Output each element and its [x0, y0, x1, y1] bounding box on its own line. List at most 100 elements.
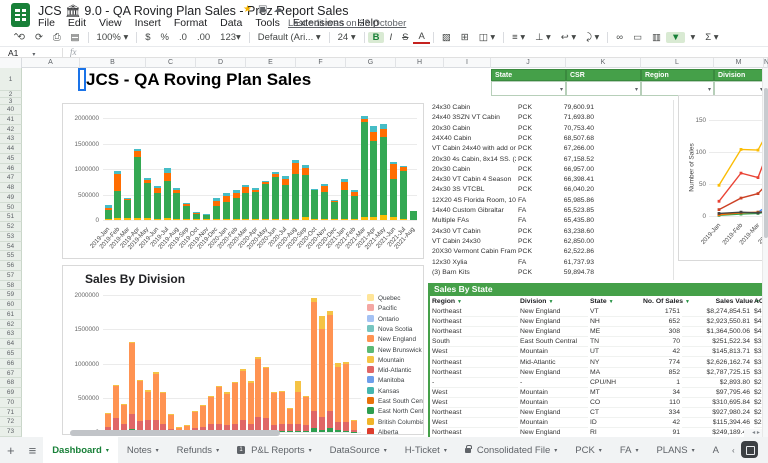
filter-triangle-icon[interactable]: ▼	[608, 299, 614, 305]
row-header-53[interactable]: 53	[0, 231, 22, 242]
tab-notes[interactable]: Notes ▾	[118, 437, 168, 463]
row-header-68[interactable]: 68	[0, 378, 22, 389]
row-header-49[interactable]: 49	[0, 192, 22, 203]
insert-chart-icon[interactable]: ▥	[652, 32, 662, 43]
scroll-arrows[interactable]: ◂ ▸	[744, 429, 768, 437]
row-header-66[interactable]: 66	[0, 358, 22, 369]
row-header-63[interactable]: 63	[0, 329, 22, 340]
column-header-B[interactable]: B	[80, 58, 146, 68]
sheets-logo-icon[interactable]	[11, 3, 30, 27]
column-header-E[interactable]: E	[246, 58, 296, 68]
format-currency[interactable]: $	[145, 32, 151, 43]
row-header-72[interactable]: 72	[0, 417, 22, 428]
column-header-K[interactable]: K	[566, 58, 641, 68]
filter-triangle-icon[interactable]: ▼	[755, 299, 760, 305]
row-header-45[interactable]: 45	[0, 153, 22, 164]
add-sheet-icon[interactable]: +	[7, 442, 15, 458]
select-all-corner[interactable]	[0, 58, 22, 68]
filter-icon[interactable]: ▼	[666, 32, 686, 43]
row-header-61[interactable]: 61	[0, 309, 22, 320]
row-header-57[interactable]: 57	[0, 270, 22, 281]
name-box[interactable]: A1 ▾	[8, 48, 36, 58]
font-size-select[interactable]: 24 ▾	[337, 32, 356, 43]
sheet-grid[interactable]: JCS - QA Roving Plan Sales State ▾ CSR ▾ Reg…	[22, 68, 768, 437]
menu-extensions[interactable]: Extensions	[292, 17, 345, 29]
row-header-42[interactable]: 42	[0, 124, 22, 135]
toolbar-collapse-icon[interactable]: ⌃	[12, 32, 20, 43]
row-header-41[interactable]: 41	[0, 114, 22, 125]
v-align-icon[interactable]: ⊥ ▾	[535, 32, 551, 43]
explore-button[interactable]	[741, 440, 758, 458]
redo-icon[interactable]: ⟳	[34, 32, 43, 43]
row-header-46[interactable]: 46	[0, 163, 22, 174]
column-header-N[interactable]: N	[764, 58, 768, 68]
h-align-icon[interactable]: ≡ ▾	[512, 32, 526, 43]
state-col-header-sales-value[interactable]: Sales Value ▼	[715, 298, 760, 305]
state-col-header-state[interactable]: State ▼	[590, 298, 614, 305]
menu-help[interactable]: Help	[357, 17, 379, 29]
column-header-G[interactable]: G	[346, 58, 396, 68]
print-icon[interactable]: ⎙	[52, 32, 61, 43]
text-rotate-icon[interactable]: ⤸ ▾	[586, 32, 600, 43]
row-header-50[interactable]: 50	[0, 202, 22, 213]
strikethrough-button[interactable]: S	[402, 32, 409, 43]
format-percent[interactable]: %	[160, 32, 169, 43]
row-header-56[interactable]: 56	[0, 261, 22, 271]
insert-link-icon[interactable]: ∞	[616, 32, 624, 43]
tab-refunds[interactable]: Refunds ▾	[168, 437, 228, 463]
zoom-select[interactable]: 100% ▾	[96, 32, 129, 43]
filter-triangle-icon[interactable]: ▼	[685, 299, 690, 305]
filter-dropdown-state[interactable]: ▾	[491, 81, 566, 96]
chart-monthly-sales[interactable]: 2000000 1500000 1000000 500000 0 2019-Jan 2019…	[62, 103, 424, 259]
tab-plans[interactable]: PLANS ▾	[647, 437, 703, 463]
decrease-decimal[interactable]: .0	[179, 32, 187, 43]
paint-format-icon[interactable]: ▤	[70, 32, 80, 43]
merge-cells-icon[interactable]: ◫ ▾	[478, 32, 496, 43]
filter-dropdown-division[interactable]: ▾	[714, 81, 766, 96]
tab-fa[interactable]: FA ▾	[611, 437, 648, 463]
menu-insert[interactable]: Insert	[134, 17, 161, 29]
row-header-65[interactable]: 65	[0, 349, 22, 359]
row-header-51[interactable]: 51	[0, 212, 22, 223]
undo-icon[interactable]: ⟲	[17, 32, 25, 43]
row-header-47[interactable]: 47	[0, 173, 22, 184]
tab-datasource[interactable]: DataSource ▾	[321, 437, 396, 463]
row-header-59[interactable]: 59	[0, 290, 22, 301]
menu-view[interactable]: View	[99, 17, 122, 29]
bold-button[interactable]: B	[367, 32, 385, 43]
menu-format[interactable]: Format	[173, 17, 208, 29]
horizontal-scrollbar[interactable]	[70, 430, 280, 436]
tab-p-l-reports[interactable]: 1 P&L Reports ▾	[228, 437, 321, 463]
row-header-54[interactable]: 54	[0, 241, 22, 252]
row-header-55[interactable]: 55	[0, 251, 22, 262]
column-header-D[interactable]: D	[196, 58, 246, 68]
move-folder-icon[interactable]: ▣	[257, 4, 274, 15]
filter-dropdown-csr[interactable]: ▾	[566, 81, 641, 96]
menu-file[interactable]: File	[38, 17, 55, 29]
row-header-60[interactable]: 60	[0, 300, 22, 310]
menu-edit[interactable]: Edit	[67, 17, 87, 29]
row-header-52[interactable]: 52	[0, 222, 22, 232]
row-header-58[interactable]: 58	[0, 280, 22, 291]
all-sheets-icon[interactable]: ≡	[28, 442, 37, 458]
column-header-J[interactable]: J	[491, 58, 566, 68]
functions-icon[interactable]: Σ ▾	[705, 32, 719, 43]
fill-color-icon[interactable]: ▨	[441, 32, 451, 43]
state-col-header-region[interactable]: Region ▼	[432, 298, 462, 305]
chart-sales-by-division[interactable]: Sales By Division 2000000 1500000 1000000 50…	[62, 265, 424, 435]
filter-dropdown-region[interactable]: ▾	[641, 81, 714, 96]
row-header-43[interactable]: 43	[0, 134, 22, 145]
row-header-71[interactable]: 71	[0, 407, 22, 418]
column-header-A[interactable]: A	[22, 58, 80, 68]
insert-comment-icon[interactable]: ▭	[633, 32, 643, 43]
state-col-header-division[interactable]: Division ▼	[520, 298, 554, 305]
tab-pck[interactable]: PCK ▾	[566, 437, 611, 463]
row-header-73[interactable]: 73	[0, 427, 22, 437]
text-color-button[interactable]: A	[413, 31, 430, 44]
vertical-scrollbar[interactable]	[762, 68, 768, 437]
row-header-1[interactable]: 1	[0, 68, 22, 91]
document-title[interactable]: JCS 🏛 9.0 - QA Roving Plan Sales - Prez …	[38, 4, 349, 18]
column-header-C[interactable]: C	[146, 58, 196, 68]
column-header-F[interactable]: F	[296, 58, 346, 68]
row-header-70[interactable]: 70	[0, 397, 22, 408]
